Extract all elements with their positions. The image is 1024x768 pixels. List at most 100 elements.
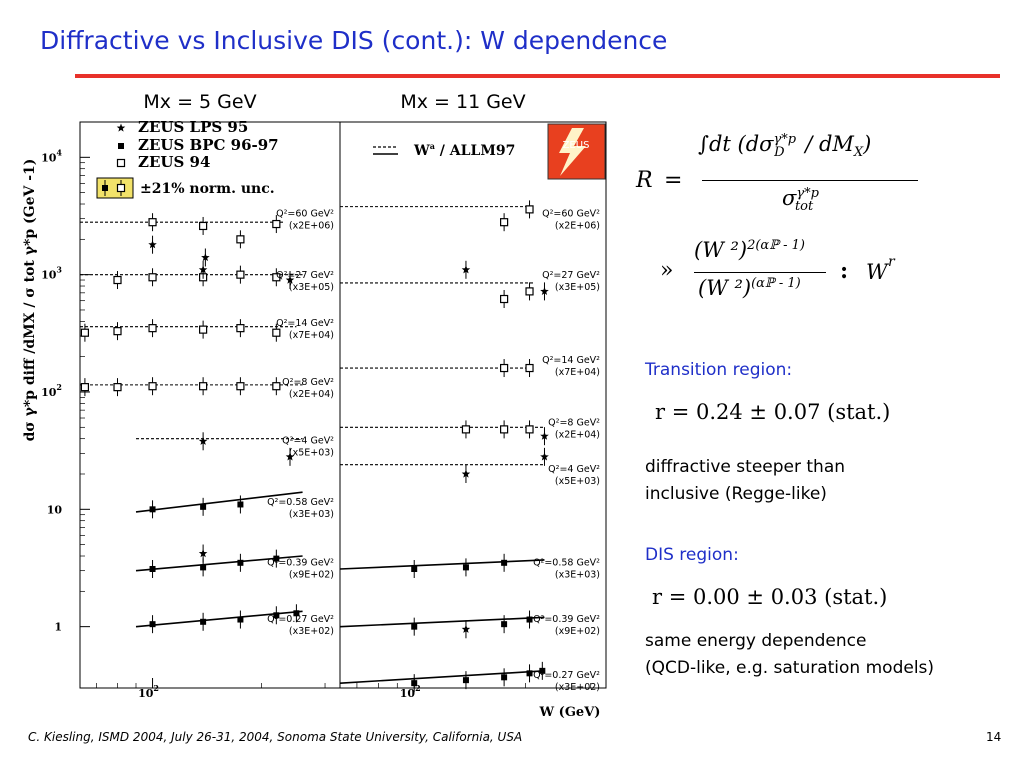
data-point-filled-square <box>237 501 244 508</box>
r-equals: = <box>664 168 683 193</box>
scale-label: (x3E+05) <box>289 282 334 293</box>
r-num-sub: D <box>774 145 785 161</box>
x-tick-label: 102 <box>400 683 421 700</box>
data-point-open-square <box>500 363 509 373</box>
q2-group: Q²=0.39 GeV²(x9E+02) <box>339 610 600 639</box>
data-point-star <box>148 240 157 249</box>
data-point-star <box>461 469 471 478</box>
scale-label: (x3E+03) <box>289 509 334 520</box>
r-fraction-bar <box>702 180 918 181</box>
zeus-logo: ZEUS <box>547 123 606 180</box>
data-point-star <box>540 431 549 440</box>
q2-label: Q²=0.39 GeV² <box>267 557 334 568</box>
w-power-base: W <box>866 260 888 284</box>
data-point-filled-square <box>411 565 418 572</box>
q2-label: Q²=27 GeV² <box>542 270 600 281</box>
data-point-open-square <box>236 324 245 333</box>
x-axis-label: W (GeV) <box>539 705 601 720</box>
data-point-filled-square <box>273 612 280 619</box>
data-point-open-square <box>199 325 208 334</box>
q2-label: Q²=0.58 GeV² <box>267 497 334 508</box>
propto-symbol: : <box>840 258 849 284</box>
scale-label: (x7E+04) <box>555 367 600 378</box>
dis-desc-line-2: (QCD-like, e.g. saturation models) <box>645 658 935 678</box>
q2-label: Q²=0.39 GeV² <box>533 614 600 625</box>
data-point-star <box>540 286 549 295</box>
ratio-den-exp: (αℙ - 1) <box>751 276 801 291</box>
panel-frame <box>339 121 607 689</box>
q2-group: Q²=60 GeV²(x2E+06) <box>80 209 334 267</box>
legend-entry: ZEUS 94 <box>138 153 210 171</box>
scale-label: (x2E+06) <box>555 221 600 232</box>
data-point-open-square <box>236 235 245 244</box>
transition-desc: diffractive steeper than inclusive (Regg… <box>645 454 845 508</box>
data-point-open-square <box>80 383 90 392</box>
data-point-filled-square <box>501 674 508 681</box>
data-point-filled-square <box>526 670 533 677</box>
r-num-close: ) <box>863 132 872 156</box>
data-point-filled-square <box>200 564 207 571</box>
q2-group: Q²=8 GeV²(x2E+04) <box>80 377 334 400</box>
data-point-open-square <box>113 275 122 285</box>
data-point-filled-square <box>462 564 469 571</box>
slide-title: Diffractive vs Inclusive DIS (cont.): W … <box>40 26 668 55</box>
q2-group: Q²=14 GeV²(x7E+04) <box>80 318 334 342</box>
q2-group: Q²=27 GeV²(x3E+05) <box>80 260 334 293</box>
data-point-filled-square <box>237 616 244 623</box>
scale-label: (x9E+02) <box>555 626 600 637</box>
norm-uncertainty-label: ±21% norm. unc. <box>140 181 275 197</box>
q2-label: Q²=14 GeV² <box>276 318 334 329</box>
data-point-star <box>285 452 295 461</box>
scale-label: (x3E+02) <box>289 626 334 637</box>
data-point-open-square <box>116 158 126 168</box>
dis-region-result: r = 0.00 ± 0.03 (stat.) <box>652 585 888 609</box>
data-point-open-square <box>116 183 126 193</box>
r-den-main: σ <box>782 186 797 210</box>
transition-region-label: Transition region: <box>645 360 793 380</box>
data-point-open-square <box>500 294 509 304</box>
data-point-filled-square <box>273 555 280 562</box>
data-point-open-square <box>525 205 534 214</box>
legend-entry: ZEUS LPS 95 <box>138 118 248 136</box>
q2-label: Q²=0.58 GeV² <box>533 557 600 568</box>
ratio-num-exp: 2(αℙ - 1) <box>747 238 805 253</box>
panel-frame <box>79 121 341 689</box>
scale-label: (x5E+03) <box>555 476 600 487</box>
data-point-open-square <box>148 382 157 391</box>
q2-group: Q²=27 GeV²(x3E+05) <box>340 260 600 309</box>
y-tick-label: 102 <box>41 382 62 399</box>
q2-label: Q²=60 GeV² <box>276 209 334 220</box>
data-point-star <box>201 253 210 262</box>
r-num-tail: / dM <box>805 132 854 156</box>
scale-label: (x3E+02) <box>555 682 600 693</box>
data-point-filled-square <box>501 621 508 628</box>
data-point-filled-square <box>526 616 533 623</box>
ratio-den-base: (W ²) <box>698 276 752 300</box>
data-point-open-square <box>148 218 157 227</box>
q2-label: Q²=4 GeV² <box>548 464 600 475</box>
slide-footer: C. Kiesling, ISMD 2004, July 26-31, 2004… <box>28 730 523 744</box>
fit-line <box>339 559 545 570</box>
q2-group: Q²=4 GeV²(x5E+03) <box>136 432 334 466</box>
data-point-filled-square <box>102 185 108 191</box>
scale-label: (x2E+04) <box>555 429 600 440</box>
y-tick-label: 104 <box>41 147 62 164</box>
scale-label: (x5E+03) <box>289 447 334 458</box>
data-point-open-square <box>500 218 509 227</box>
data-point-star <box>285 275 295 284</box>
data-point-star <box>461 624 471 633</box>
data-point-star <box>540 452 549 461</box>
data-point-open-square <box>500 425 509 434</box>
r-num-tail-sub: X <box>853 145 864 161</box>
transition-desc-line-2: inclusive (Regge-like) <box>645 484 827 504</box>
data-point-open-square <box>236 270 245 279</box>
data-point-filled-square <box>237 559 244 566</box>
zeus-logo-bolt-icon <box>559 128 586 176</box>
data-point-filled-square <box>149 621 156 628</box>
data-point-open-square <box>236 382 245 391</box>
data-point-filled-square <box>118 143 124 149</box>
data-point-filled-square <box>411 623 418 630</box>
q2-group: Q²=60 GeV²(x2E+06) <box>340 200 600 232</box>
scale-label: (x2E+04) <box>289 389 334 400</box>
